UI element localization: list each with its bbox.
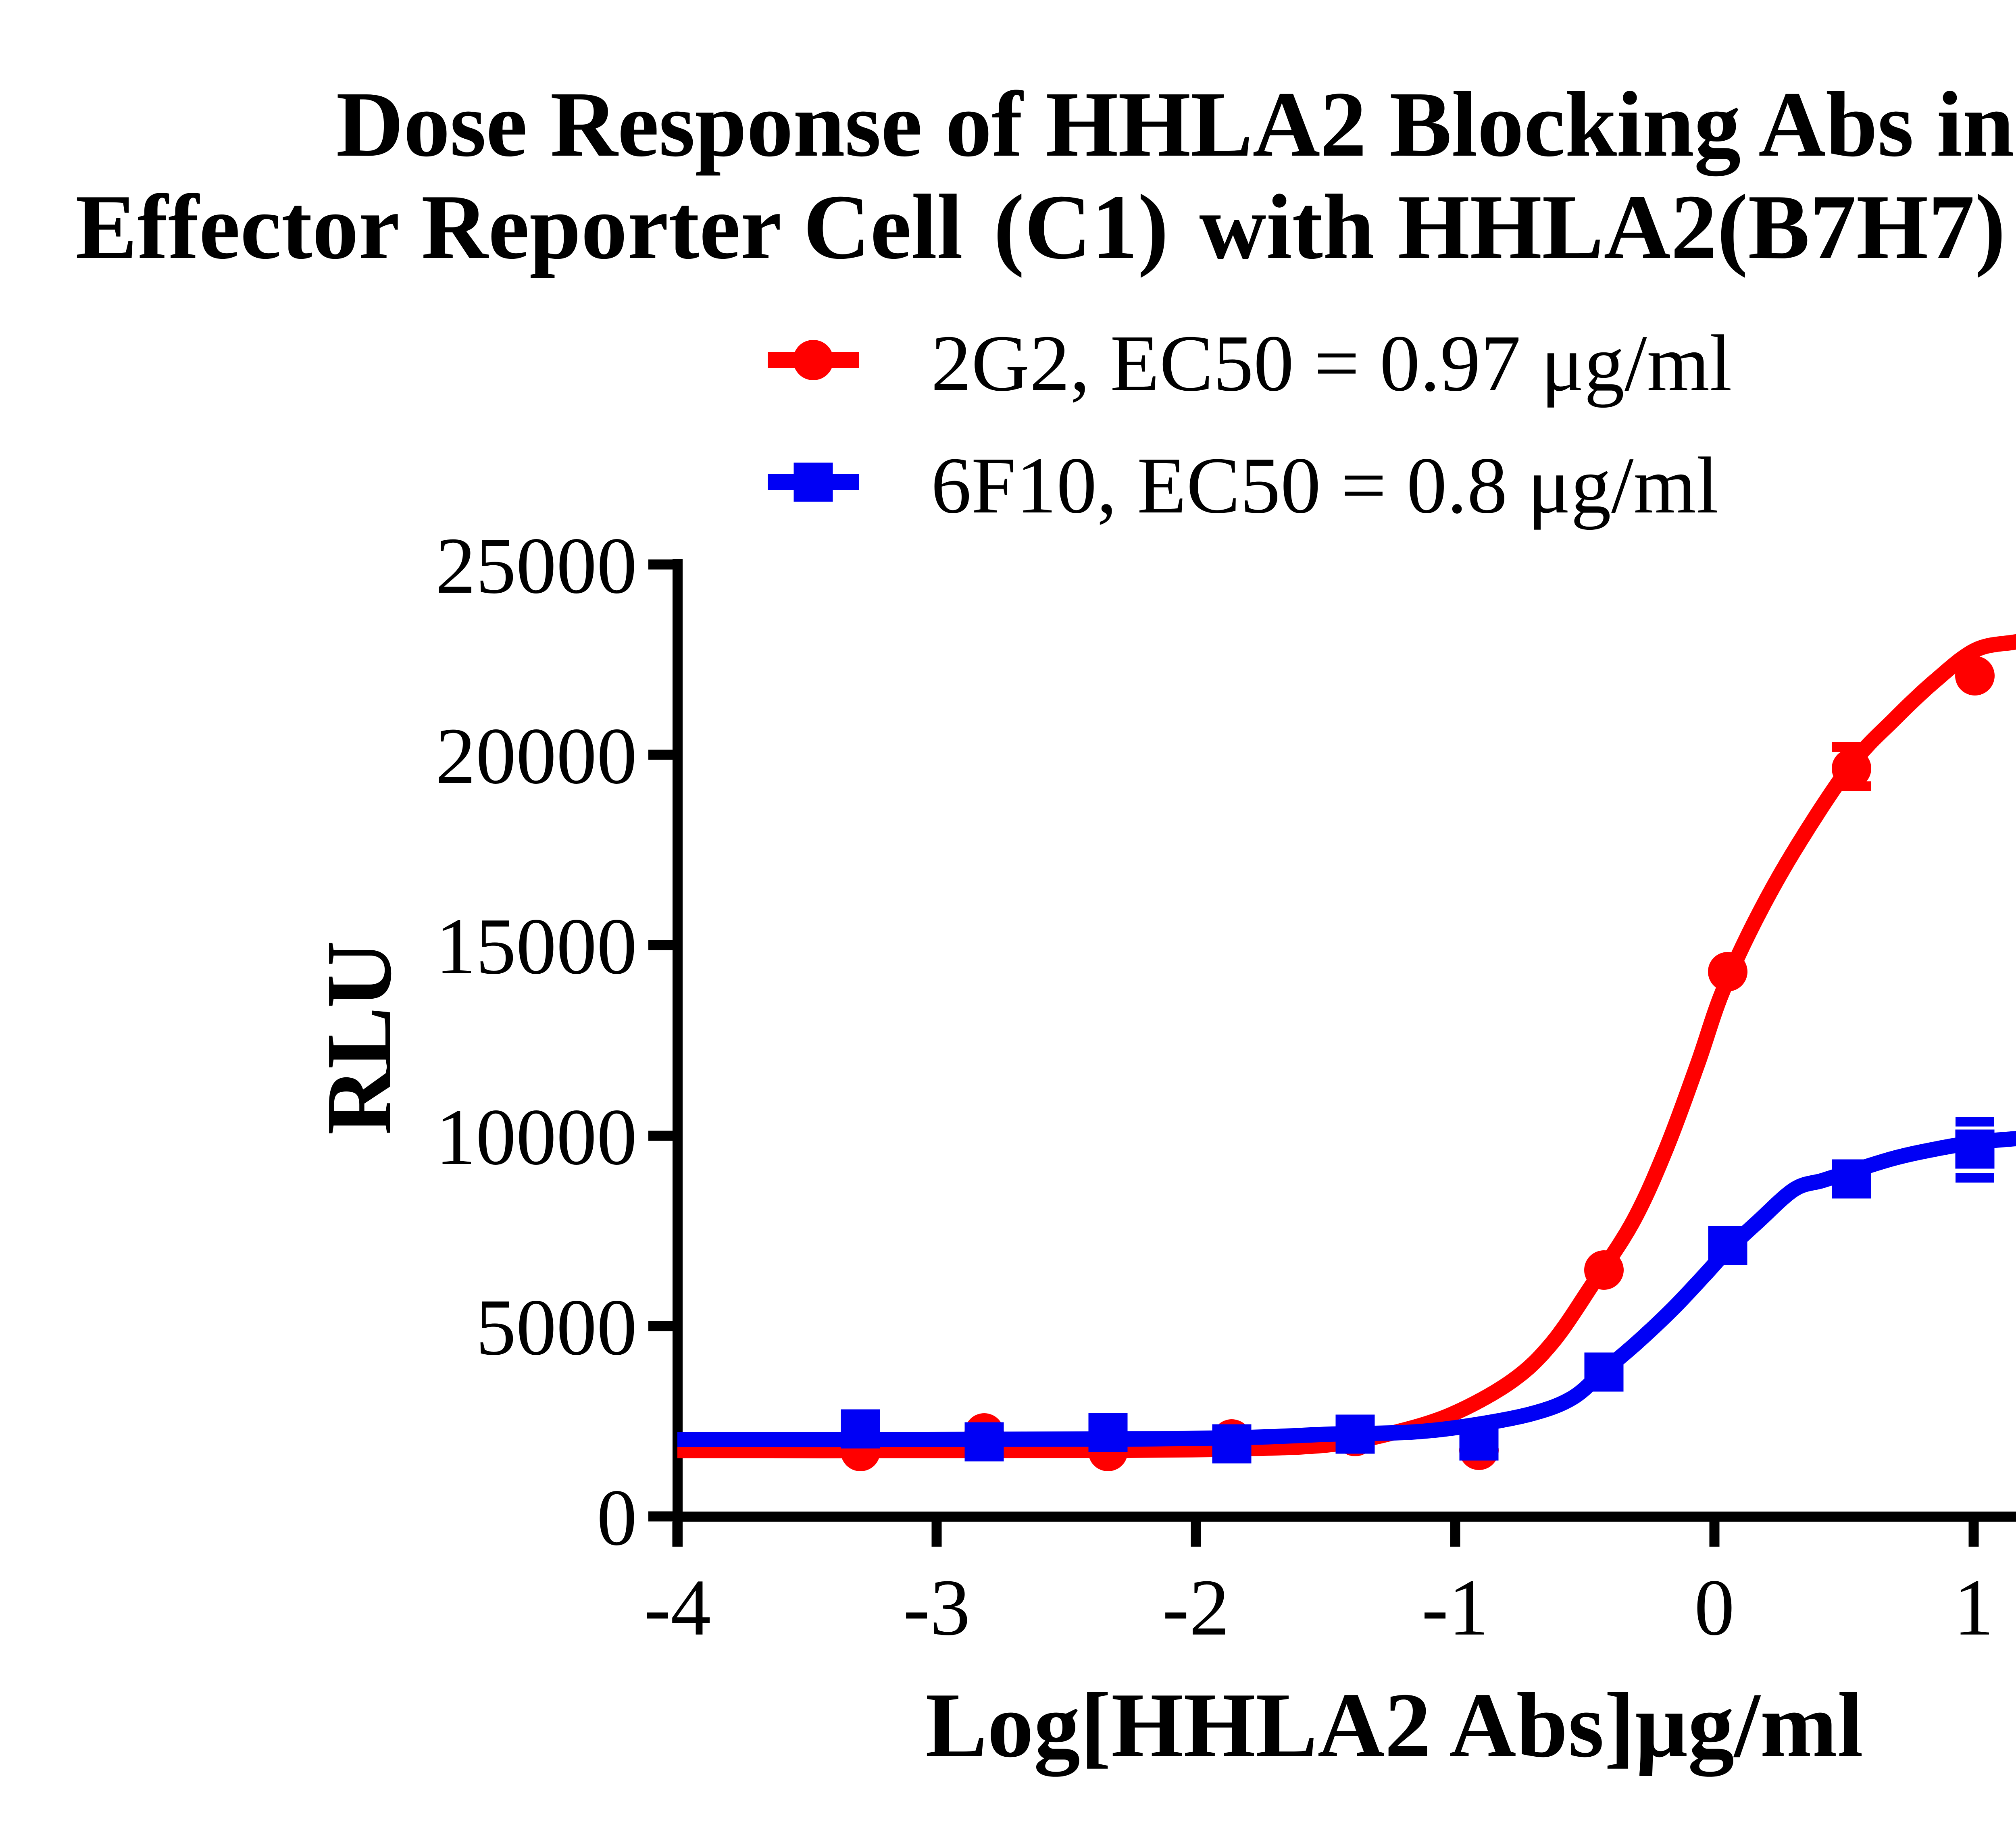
svg-text:Effector Reporter Cell(C1)with: Effector Reporter Cell (C1) with HHLA2(B7H… bbox=[75, 175, 2016, 278]
svg-text:2G2, EC50 = 0.97 μg/ml: 2G2, EC50 = 0.97 μg/ml bbox=[931, 319, 1732, 408]
svg-text:-2: -2 bbox=[1162, 1563, 1230, 1652]
svg-text:Dose Response of HHLA2 Blockin: Dose Response of HHLA2 Blocking Abs in K… bbox=[336, 73, 2016, 176]
svg-text:15000: 15000 bbox=[435, 902, 637, 991]
svg-text:1: 1 bbox=[1954, 1563, 1994, 1652]
svg-text:-3: -3 bbox=[903, 1563, 971, 1652]
svg-text:0: 0 bbox=[597, 1473, 637, 1562]
svg-text:-1: -1 bbox=[1422, 1563, 1489, 1652]
svg-text:5000: 5000 bbox=[476, 1283, 637, 1372]
svg-text:RLU: RLU bbox=[307, 941, 411, 1135]
svg-text:20000: 20000 bbox=[435, 712, 637, 801]
svg-text:25000: 25000 bbox=[435, 521, 637, 610]
svg-text:6F10, EC50 = 0.8 μg/ml: 6F10, EC50 = 0.8 μg/ml bbox=[931, 441, 1719, 530]
svg-text:10000: 10000 bbox=[435, 1093, 637, 1182]
svg-text:-4: -4 bbox=[644, 1563, 711, 1652]
svg-text:0: 0 bbox=[1694, 1563, 1735, 1652]
svg-text:Log[HHLA2 Abs]μg/ml: Log[HHLA2 Abs]μg/ml bbox=[925, 1674, 1863, 1777]
